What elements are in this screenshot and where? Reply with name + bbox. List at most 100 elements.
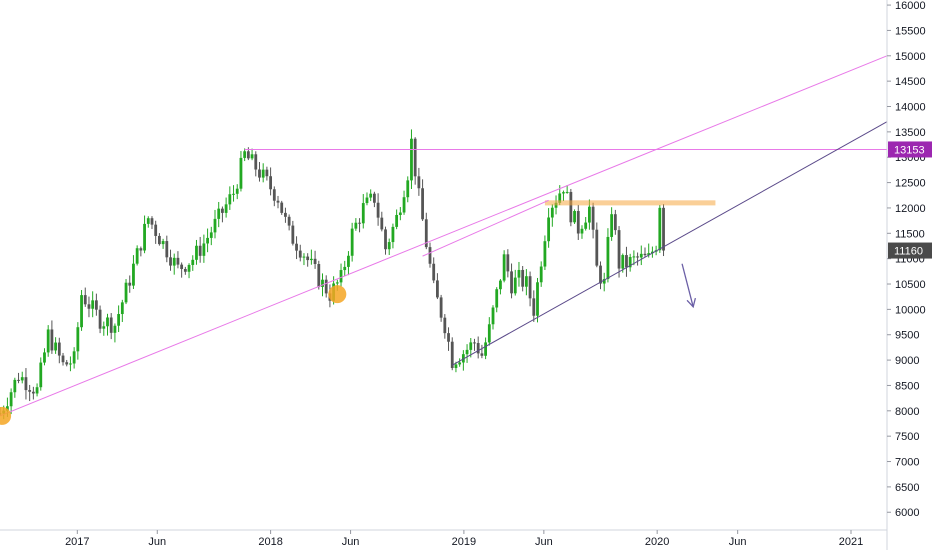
candle-body-81 <box>298 250 302 258</box>
price-badge-13153[interactable] <box>888 141 932 158</box>
candle-body-14 <box>50 329 54 351</box>
price-tick-label-6000: 6000 <box>895 507 919 519</box>
candle-body-5 <box>17 379 20 381</box>
candle-body-9 <box>31 391 35 394</box>
candle-body-102 <box>376 202 380 218</box>
candle-body-127 <box>469 342 473 350</box>
resistance-zone[interactable] <box>544 200 716 206</box>
candle-body-3 <box>9 392 13 407</box>
price-tick-label-16000: 16000 <box>895 0 926 12</box>
candle-body-119 <box>439 297 443 318</box>
price-tick-label-15000: 15000 <box>895 51 926 63</box>
candle-body-103 <box>380 217 384 230</box>
candle-body-10 <box>35 387 39 394</box>
candle-body-43 <box>157 235 161 245</box>
candle-body-134 <box>495 289 499 308</box>
time-tick-label-6: 2020 <box>645 536 669 548</box>
pink-trendline[interactable] <box>0 55 888 417</box>
candle-body-29 <box>106 317 109 327</box>
candle-body-108 <box>398 212 402 215</box>
candle-body-65 <box>239 157 243 189</box>
candle-body-175 <box>647 253 651 256</box>
candle-body-121 <box>447 333 450 342</box>
candle-body-15 <box>54 342 58 351</box>
price-badge-11160[interactable] <box>888 242 932 259</box>
candle-body-84 <box>309 258 313 261</box>
candle-body-28 <box>102 326 106 329</box>
candle-body-39 <box>143 223 146 251</box>
candle-body-106 <box>391 226 395 243</box>
candle-body-139 <box>513 277 517 294</box>
candle-body-50 <box>183 268 187 272</box>
time-tick-label-0: 2017 <box>65 536 89 548</box>
candle-body-63 <box>232 193 235 195</box>
candle-body-173 <box>639 253 643 258</box>
candle-body-158 <box>584 222 588 229</box>
time-axis[interactable]: 2017 Jun 2018 Jun 2019 Jun 2020 Jun 2021 <box>0 529 887 548</box>
candle-body-70 <box>258 169 261 178</box>
price-badge-label-13153: 13153 <box>894 144 925 156</box>
candle-body-155 <box>573 211 576 223</box>
candle-body-51 <box>187 264 191 272</box>
candle-body-144 <box>532 298 536 316</box>
pink-channel-segment[interactable] <box>422 199 549 257</box>
time-tick-label-5: Jun <box>535 536 553 548</box>
candle-body-78 <box>287 216 291 226</box>
candle-body-57 <box>209 232 213 238</box>
down-arrow-shaft[interactable] <box>681 263 694 308</box>
circle-marker-1[interactable] <box>328 285 347 304</box>
time-tick-label-7: Jun <box>729 536 747 548</box>
candle-body-178 <box>658 207 662 251</box>
candle-body-45 <box>165 241 169 258</box>
down-arrow-head[interactable] <box>686 297 697 309</box>
price-axis[interactable]: 6000 6500 7000 7500 8000 8500 9000 9500 10000 105… <box>886 0 932 550</box>
candle-body-165 <box>610 214 614 237</box>
candle-body-113 <box>417 176 421 189</box>
candle-body-116 <box>428 247 432 264</box>
price-tick-label-14500: 14500 <box>895 76 926 88</box>
candle-body-141 <box>521 269 525 287</box>
circle-marker-0[interactable] <box>0 406 12 425</box>
candle-body-124 <box>458 362 462 365</box>
candle-body-151 <box>558 193 562 203</box>
candle-body-74 <box>272 189 276 201</box>
candle-body-153 <box>565 191 569 193</box>
candle-body-47 <box>172 257 176 266</box>
candle-body-12 <box>43 352 46 363</box>
candle-body-142 <box>524 276 528 287</box>
candle-body-154 <box>569 191 573 223</box>
candle-body-111 <box>410 138 413 181</box>
candle-body-42 <box>154 224 158 236</box>
candle-body-112 <box>413 138 417 177</box>
candle-body-114 <box>421 188 424 220</box>
price-badge-label-11160: 11160 <box>894 246 923 258</box>
candle-body-86 <box>317 264 321 287</box>
candle-body-19 <box>69 363 72 365</box>
candle-body-21 <box>76 327 80 352</box>
candle-body-137 <box>506 254 510 272</box>
candle-body-172 <box>636 256 639 258</box>
candle-body-99 <box>365 197 369 204</box>
candle-body-34 <box>124 282 128 303</box>
candle-body-95 <box>350 228 354 256</box>
candle-body-91 <box>335 282 339 284</box>
candle-body-82 <box>302 256 306 258</box>
candle-body-98 <box>361 203 365 224</box>
candle-body-146 <box>539 266 543 283</box>
candle-body-49 <box>180 264 184 269</box>
candle-body-35 <box>128 282 132 286</box>
candle-body-138 <box>510 271 513 294</box>
support-trendline[interactable] <box>451 121 888 366</box>
candle-body-105 <box>387 242 391 250</box>
candle-body-8 <box>28 390 32 392</box>
candle-body-109 <box>402 197 406 213</box>
candle-body-148 <box>547 217 551 242</box>
candle-body-104 <box>384 229 387 250</box>
candle-body-123 <box>454 364 458 369</box>
candle-body-174 <box>643 253 647 256</box>
candle-body-128 <box>473 342 476 344</box>
candle-body-32 <box>117 314 121 326</box>
candle-body-62 <box>228 194 232 205</box>
price-tick-label-14000: 14000 <box>895 102 926 114</box>
